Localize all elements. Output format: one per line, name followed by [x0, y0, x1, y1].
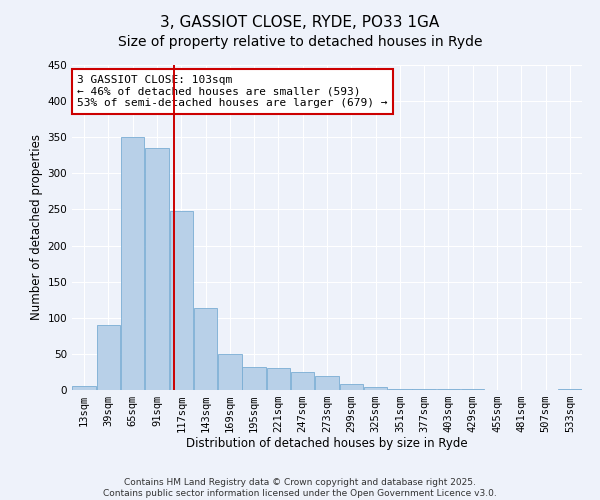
Bar	[145, 148, 169, 390]
Bar	[242, 367, 266, 390]
Bar	[266, 368, 290, 390]
X-axis label: Distribution of detached houses by size in Ryde: Distribution of detached houses by size …	[186, 436, 468, 450]
Text: Contains HM Land Registry data © Crown copyright and database right 2025.
Contai: Contains HM Land Registry data © Crown c…	[103, 478, 497, 498]
Bar	[315, 376, 339, 390]
Bar	[340, 384, 363, 390]
Bar	[388, 388, 412, 390]
Text: 3, GASSIOT CLOSE, RYDE, PO33 1GA: 3, GASSIOT CLOSE, RYDE, PO33 1GA	[160, 15, 440, 30]
Bar	[218, 354, 242, 390]
Bar	[194, 308, 217, 390]
Text: 3 GASSIOT CLOSE: 103sqm
← 46% of detached houses are smaller (593)
53% of semi-d: 3 GASSIOT CLOSE: 103sqm ← 46% of detache…	[77, 74, 388, 108]
Bar	[170, 211, 193, 390]
Bar	[121, 137, 145, 390]
Bar	[291, 372, 314, 390]
Bar	[97, 325, 120, 390]
Text: Size of property relative to detached houses in Ryde: Size of property relative to detached ho…	[118, 35, 482, 49]
Y-axis label: Number of detached properties: Number of detached properties	[30, 134, 43, 320]
Bar	[364, 387, 388, 390]
Bar	[73, 386, 96, 390]
